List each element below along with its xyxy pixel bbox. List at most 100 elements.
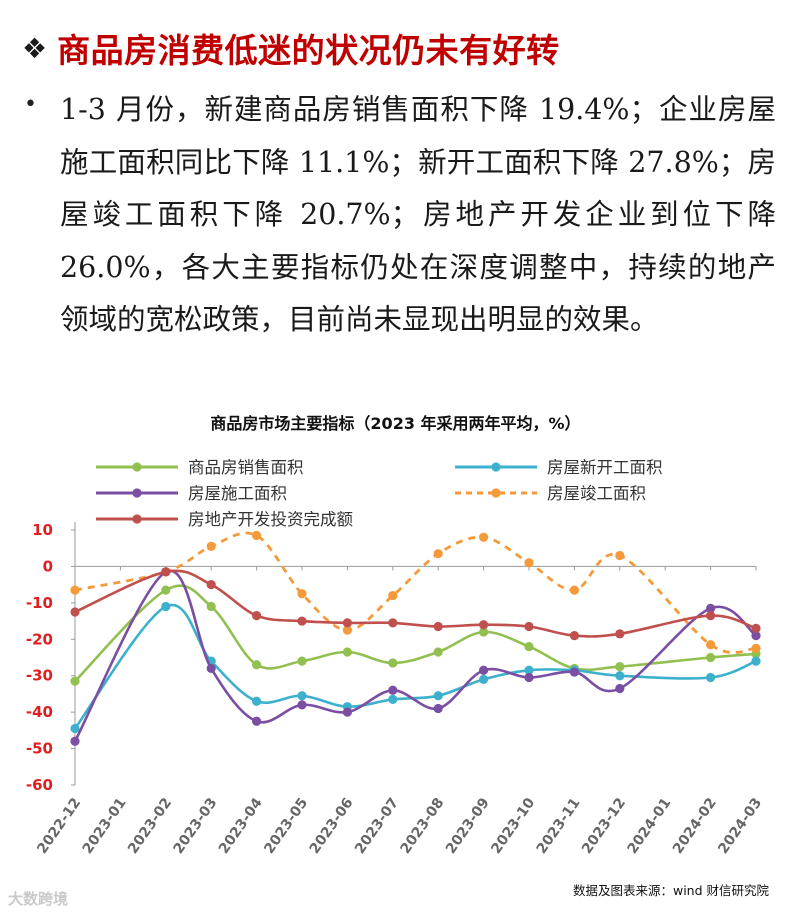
data-point <box>706 640 716 650</box>
y-tick-label: -50 <box>26 740 53 758</box>
y-tick-label: -60 <box>26 776 53 794</box>
data-point <box>751 643 761 653</box>
data-point <box>342 707 352 717</box>
x-tick-label: 2023-06 <box>307 795 357 857</box>
data-point <box>615 671 625 681</box>
series-line-1 <box>73 603 757 730</box>
data-point <box>342 625 352 635</box>
x-tick-label: 2023-01 <box>80 795 130 857</box>
data-point <box>479 620 489 630</box>
legend-label-3: 房屋竣工面积 <box>547 484 646 503</box>
data-point <box>433 691 443 701</box>
data-point <box>70 676 80 686</box>
legend-label-1: 房屋新开工面积 <box>547 458 663 477</box>
data-point <box>70 723 80 734</box>
series-line-0 <box>74 584 757 683</box>
bullet-dot-icon: • <box>24 92 37 117</box>
data-point <box>479 674 489 684</box>
x-tick-label: 2023-04 <box>216 795 266 857</box>
data-point <box>706 611 716 621</box>
x-tick-label: 2023-12 <box>579 795 629 857</box>
data-point <box>706 672 716 683</box>
data-point <box>615 662 625 672</box>
data-point <box>252 696 262 706</box>
legend-label-0: 商品房销售面积 <box>188 458 304 477</box>
slide-heading: ❖ 商品房消费低迷的状况仍未有好转 <box>22 24 560 72</box>
data-point <box>252 611 262 621</box>
data-point <box>342 618 352 628</box>
slide-title: 商品房消费低迷的状况仍未有好转 <box>57 31 560 70</box>
series-line-2 <box>73 569 757 742</box>
data-point <box>297 656 307 666</box>
x-tick-label: 2023-03 <box>171 795 221 857</box>
data-point <box>70 607 80 617</box>
data-point <box>161 601 171 612</box>
data-point <box>206 663 216 674</box>
x-tick-label: 2023-07 <box>352 795 402 857</box>
x-tick-label: 2024-01 <box>625 795 675 857</box>
y-tick-label: 10 <box>32 521 53 539</box>
source-note: 数据及图表来源：wind 财信研究院 <box>572 883 769 898</box>
x-tick-label: 2023-02 <box>125 795 175 857</box>
data-point <box>524 665 534 675</box>
data-point <box>479 532 489 542</box>
y-tick-label: -20 <box>26 630 53 648</box>
x-tick-label: 2023-11 <box>534 795 584 857</box>
y-tick-label: 0 <box>43 557 53 575</box>
data-point <box>524 641 534 652</box>
y-tick-label: -40 <box>26 703 53 721</box>
data-point <box>206 601 216 612</box>
data-point <box>479 627 489 637</box>
data-point <box>297 589 307 599</box>
data-point <box>524 621 534 632</box>
x-tick-label: 2024-03 <box>715 795 765 857</box>
watermark-logo: 大数跨境 <box>8 890 69 908</box>
legend-marker-3 <box>491 488 501 498</box>
data-point <box>433 647 443 657</box>
y-tick-label: -10 <box>26 594 53 612</box>
data-point <box>433 621 443 632</box>
data-point <box>161 567 171 577</box>
data-point <box>706 652 716 663</box>
data-point <box>388 658 398 668</box>
data-point <box>206 541 216 551</box>
legend-label-4: 房地产开发投资完成额 <box>188 510 354 529</box>
data-point <box>615 629 625 639</box>
y-tick-label: -30 <box>26 667 53 685</box>
data-point <box>388 590 398 601</box>
data-point <box>297 700 307 710</box>
legend-marker-1 <box>491 462 501 472</box>
data-point <box>252 716 262 726</box>
data-point <box>479 665 489 675</box>
data-point <box>161 585 171 595</box>
x-tick-label: 2023-05 <box>261 795 311 857</box>
data-point <box>297 691 307 701</box>
data-point <box>615 550 625 561</box>
data-point <box>388 685 398 695</box>
x-tick-label: 2023-09 <box>443 795 493 857</box>
data-point <box>433 703 443 714</box>
diamond-bullet-icon: ❖ <box>22 31 48 65</box>
data-point <box>524 672 534 683</box>
legend-label-2: 房屋施工面积 <box>188 484 287 503</box>
data-point <box>70 585 80 595</box>
data-point <box>388 618 398 628</box>
legend-marker-2 <box>132 488 142 498</box>
x-tick-label: 2023-08 <box>398 795 448 857</box>
data-point <box>206 580 216 590</box>
data-point <box>70 736 80 746</box>
series-line-4 <box>74 569 757 638</box>
data-point <box>615 683 625 694</box>
data-point <box>751 631 761 641</box>
data-point <box>524 558 534 568</box>
data-point <box>252 660 262 670</box>
data-point <box>297 616 307 626</box>
legend-marker-4 <box>132 514 142 524</box>
body-paragraph: 1-3 月份，新建商品房销售面积下降 19.4%；企业房屋施工面积同比下降 11… <box>60 93 776 336</box>
x-tick-label: 2024-02 <box>670 795 720 857</box>
data-point <box>751 623 761 633</box>
data-point <box>751 656 761 666</box>
data-point <box>569 585 580 595</box>
data-point <box>569 667 580 677</box>
